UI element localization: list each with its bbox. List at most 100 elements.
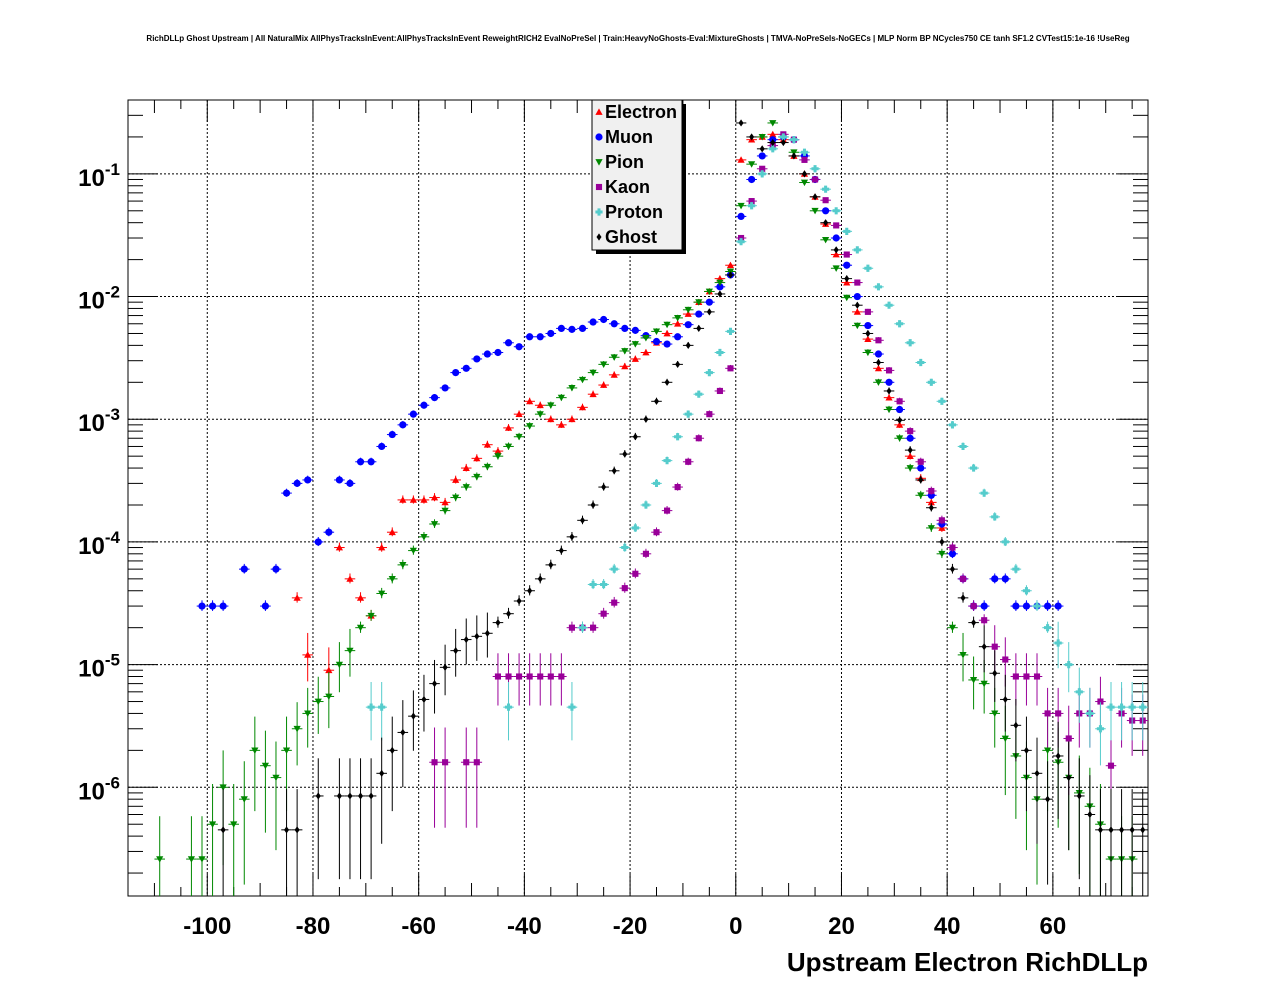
data-point-pion <box>915 490 927 499</box>
marker-pion <box>378 590 386 598</box>
data-point-ghost <box>1063 741 1075 851</box>
data-point-proton <box>672 432 683 441</box>
marker-pion <box>251 747 259 754</box>
marker-proton <box>367 703 375 711</box>
data-point-muon <box>471 355 483 363</box>
data-point-ghost <box>630 432 641 441</box>
marker-muon <box>430 394 439 402</box>
series-kaon <box>429 131 1148 833</box>
marker-kaon <box>537 673 544 680</box>
data-point-pion <box>587 369 599 377</box>
marker-kaon <box>1107 762 1115 769</box>
data-point-muon <box>238 563 250 574</box>
legend-marker-muon <box>595 133 603 141</box>
data-point-ghost <box>693 324 705 333</box>
marker-kaon <box>885 367 893 374</box>
data-point-muon <box>577 324 588 333</box>
marker-electron <box>547 415 555 423</box>
data-point-kaon <box>471 727 483 828</box>
data-point-pion <box>608 353 620 361</box>
marker-ghost <box>801 170 807 178</box>
data-point-kaon <box>619 582 631 593</box>
data-point-electron <box>460 463 472 472</box>
data-point-ghost <box>281 789 292 896</box>
data-point-ghost <box>1074 758 1085 880</box>
data-point-pion <box>936 548 948 559</box>
data-point-proton <box>640 500 652 509</box>
marker-ghost <box>770 138 776 147</box>
data-point-muon <box>630 326 641 334</box>
marker-ghost <box>791 152 797 160</box>
marker-pion <box>843 294 851 302</box>
data-point-muon <box>460 364 472 372</box>
marker-ghost <box>537 575 543 583</box>
data-point-kaon <box>926 486 937 495</box>
marker-ghost <box>527 587 533 595</box>
marker-pion <box>769 120 777 127</box>
data-point-ghost <box>1042 761 1053 885</box>
data-point-muon <box>1042 600 1053 611</box>
data-point-proton <box>1074 667 1085 723</box>
marker-ghost <box>516 597 522 605</box>
marker-electron <box>515 410 523 418</box>
marker-proton <box>991 513 999 521</box>
marker-ghost <box>611 467 617 475</box>
data-point-kaon <box>968 600 979 611</box>
series-ghost <box>217 119 1148 896</box>
marker-pion <box>208 821 217 828</box>
marker-pion <box>325 693 333 701</box>
marker-muon <box>853 292 861 301</box>
marker-electron <box>684 310 692 317</box>
data-point-pion <box>598 361 609 368</box>
marker-muon <box>198 602 206 610</box>
data-point-electron <box>619 362 631 370</box>
marker-pion <box>473 473 481 481</box>
data-point-electron <box>471 454 483 462</box>
marker-kaon <box>875 337 882 344</box>
data-layer <box>154 119 1148 896</box>
data-point-ghost <box>1116 789 1127 896</box>
marker-pion <box>483 463 491 471</box>
marker-kaon <box>674 484 681 491</box>
data-point-muon <box>915 463 927 472</box>
marker-ghost <box>643 415 649 423</box>
marker-muon <box>219 602 227 610</box>
marker-proton <box>1054 639 1062 647</box>
data-point-muon <box>334 475 345 484</box>
data-point-ghost <box>672 360 683 368</box>
data-point-pion <box>756 134 768 141</box>
marker-ghost <box>1045 795 1051 803</box>
data-point-kaon <box>799 156 810 163</box>
data-point-ghost <box>312 758 324 880</box>
data-point-ghost <box>408 690 419 751</box>
marker-ghost <box>664 378 670 386</box>
data-point-kaon <box>608 596 620 608</box>
data-point-kaon <box>809 176 821 183</box>
data-point-proton <box>1010 563 1022 574</box>
data-point-muon <box>344 479 356 487</box>
marker-muon <box>843 261 851 269</box>
marker-proton <box>578 624 587 632</box>
y-tick-label: 10-1 <box>78 160 120 192</box>
marker-ghost <box>432 680 438 688</box>
marker-kaon <box>917 458 924 465</box>
data-point-muon <box>756 152 768 160</box>
marker-muon <box>367 458 375 466</box>
data-point-ghost <box>492 616 504 628</box>
data-point-ghost <box>1095 789 1106 896</box>
marker-kaon <box>716 387 723 395</box>
marker-muon <box>663 340 671 348</box>
data-point-proton <box>1052 621 1064 669</box>
data-point-muon <box>746 175 757 184</box>
data-point-proton <box>830 207 842 215</box>
data-point-pion <box>238 761 250 885</box>
marker-proton <box>642 501 650 509</box>
data-point-ghost <box>1010 698 1022 762</box>
data-point-ghost <box>1052 721 1064 819</box>
marker-ghost <box>738 119 744 127</box>
y-tick-label: 10-6 <box>78 773 120 805</box>
data-point-kaon <box>545 653 557 706</box>
marker-proton <box>504 703 513 711</box>
marker-ghost <box>622 450 628 458</box>
